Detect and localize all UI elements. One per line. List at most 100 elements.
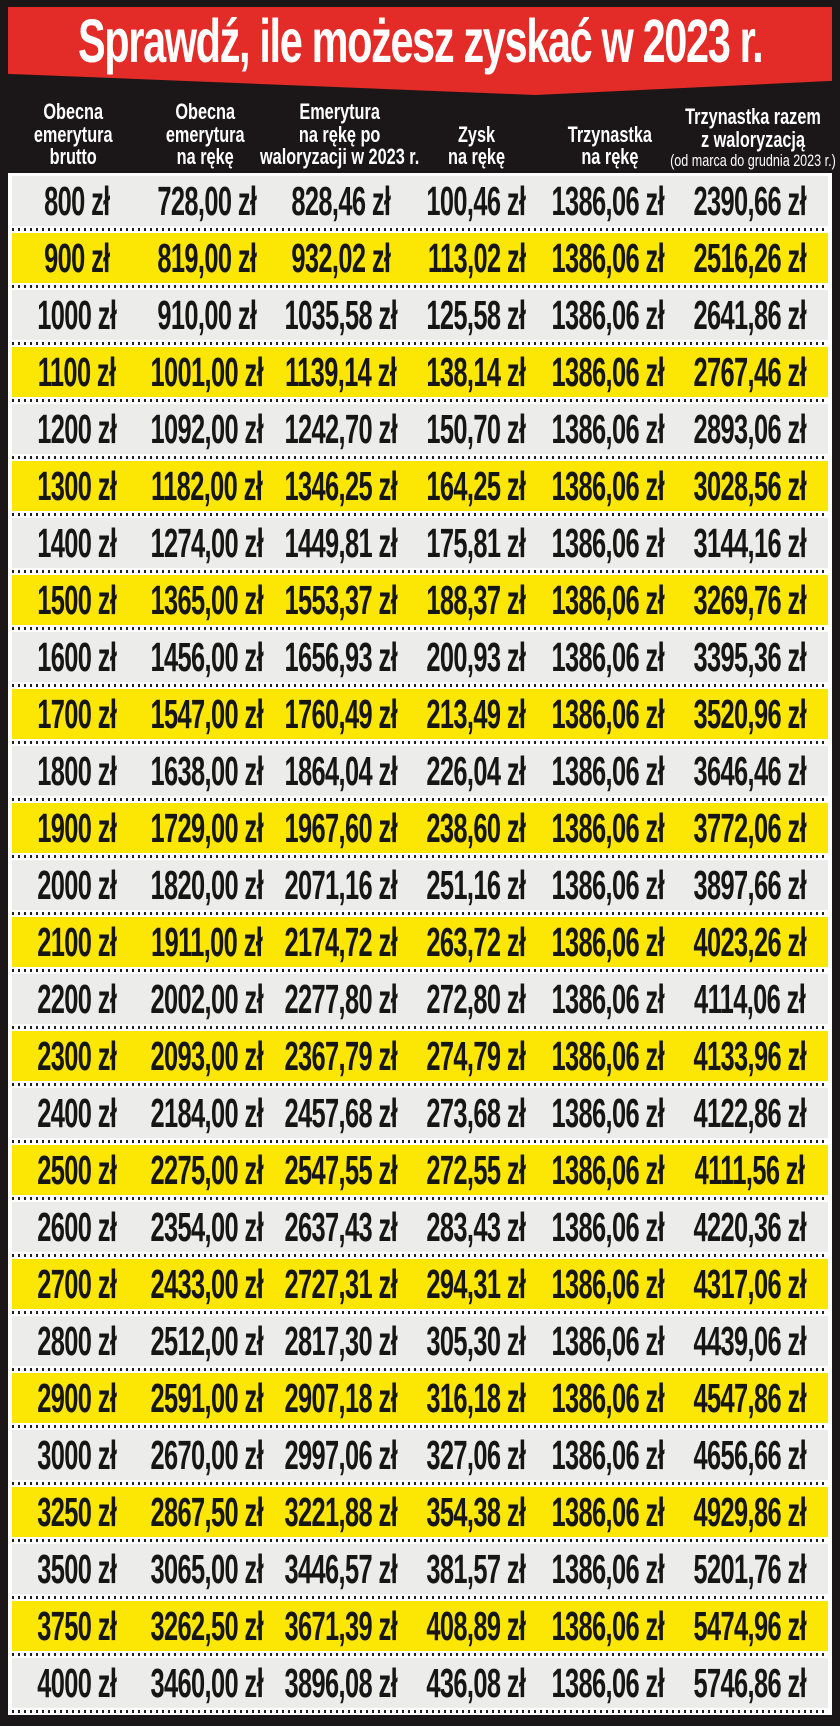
table-cell: 1100 zł xyxy=(37,348,116,395)
table-row: 2900 zł 2591,00 zł 2907,18 zł 316,18 zł 1386… xyxy=(12,1373,828,1423)
table-cell: 2277,80 zł xyxy=(284,975,398,1022)
table-cell: 5201,76 zł xyxy=(693,1545,806,1592)
header-line: waloryzacji w 2023 r. xyxy=(260,144,420,170)
table-cell: 1386,06 zł xyxy=(551,405,664,452)
table-cell: 1386,06 zł xyxy=(551,1431,664,1478)
table-cell: 3028,56 zł xyxy=(693,462,806,509)
table-cell: 2002,00 zł xyxy=(150,975,264,1022)
table-cell: 1386,06 zł xyxy=(551,861,664,908)
table-cell: 4547,86 zł xyxy=(693,1374,806,1421)
row-separator xyxy=(12,454,828,461)
header-line: na rękę po xyxy=(299,121,381,147)
table-cell: 3897,66 zł xyxy=(693,861,806,908)
col-header-trzynastka: Trzynastka na rękę xyxy=(545,92,674,172)
table-cell: 1900 zł xyxy=(36,804,117,851)
table-cell: 1500 zł xyxy=(36,576,117,623)
table-cell: 1386,06 zł xyxy=(551,804,664,851)
table-cell: 316,18 zł xyxy=(426,1374,527,1421)
table-cell: 2700 zł xyxy=(36,1260,117,1307)
table-cell: 1274,00 zł xyxy=(150,519,264,566)
row-separator xyxy=(12,397,828,404)
table-row: 1300 zł 1182,00 zł 1346,25 zł 164,25 zł 1386… xyxy=(12,461,828,511)
table-cell: 3221,88 zł xyxy=(284,1488,398,1535)
table-row: 3250 zł 2867,50 zł 3221,88 zł 354,38 zł 1386… xyxy=(12,1487,828,1537)
table-row: 2700 zł 2433,00 zł 2727,31 zł 294,31 zł 1386… xyxy=(12,1259,828,1309)
header-line: Zysk xyxy=(458,121,496,147)
table-cell: 3446,57 zł xyxy=(284,1545,398,1592)
table-cell: 1000 zł xyxy=(36,291,117,338)
table-cell: 3500 zł xyxy=(36,1545,117,1592)
table-cell: 2093,00 zł xyxy=(150,1032,264,1079)
table-cell: 2900 zł xyxy=(36,1374,117,1421)
row-separator xyxy=(12,739,828,746)
row-separator xyxy=(12,1480,828,1487)
table-cell: 150,70 zł xyxy=(426,405,527,452)
table-cell: 1386,06 zł xyxy=(551,1602,664,1649)
table-cell: 436,08 zł xyxy=(426,1659,527,1706)
table-cell: 1386,06 zł xyxy=(551,1032,664,1079)
table-cell: 3395,36 zł xyxy=(693,633,806,680)
table-cell: 3000 zł xyxy=(36,1431,117,1478)
table-cell: 2907,18 zł xyxy=(284,1374,398,1421)
table-cell: 2200 zł xyxy=(36,975,117,1022)
table-cell: 3671,39 zł xyxy=(284,1602,398,1649)
table-cell: 2591,00 zł xyxy=(150,1374,264,1421)
table-cell: 4122,86 zł xyxy=(693,1089,806,1136)
table-cell: 164,25 zł xyxy=(426,462,527,509)
table-cell: 272,55 zł xyxy=(426,1146,527,1193)
table-cell: 1700 zł xyxy=(36,690,117,737)
table-cell: 100,46 zł xyxy=(426,177,527,224)
page-title: Sprawdź, ile możesz zyskać w 2023 r. xyxy=(77,7,764,75)
col-header-obecna-brutto: Obecna emerytura brutto xyxy=(8,92,138,172)
header-line: Trzynastka xyxy=(567,121,652,147)
table-cell: 2367,79 zł xyxy=(284,1032,398,1079)
table-cell: 3144,16 zł xyxy=(693,519,806,566)
table-cell: 1760,49 zł xyxy=(284,690,398,737)
table-cell: 2390,66 zł xyxy=(693,177,806,224)
table-cell: 1386,06 zł xyxy=(551,348,664,395)
table-cell: 1638,00 zł xyxy=(150,747,264,794)
col-header-zysk: Zysk na rękę xyxy=(408,92,545,172)
row-separator xyxy=(12,1309,828,1316)
table-cell: 2767,46 zł xyxy=(693,348,806,395)
table-cell: 1001,00 zł xyxy=(150,348,264,395)
row-separator xyxy=(12,1252,828,1259)
table-row: 2500 zł 2275,00 zł 2547,55 zł 272,55 zł 1386… xyxy=(12,1145,828,1195)
table-cell: 125,58 zł xyxy=(426,291,527,338)
table-cell: 2512,00 zł xyxy=(150,1317,264,1364)
header-line: Obecna xyxy=(175,99,235,125)
table-cell: 1035,58 zł xyxy=(284,291,398,338)
table-cell: 1449,81 zł xyxy=(284,519,398,566)
table-cell: 2300 zł xyxy=(36,1032,117,1079)
header-line: z waloryzacją xyxy=(700,126,805,152)
row-separator xyxy=(12,967,828,974)
table-cell: 273,68 zł xyxy=(426,1089,527,1136)
table-cell: 251,16 zł xyxy=(426,861,527,908)
table-cell: 1386,06 zł xyxy=(551,1488,664,1535)
table-row: 3750 zł 3262,50 zł 3671,39 zł 408,89 zł 1386… xyxy=(12,1601,828,1651)
table-row: 1600 zł 1456,00 zł 1656,93 zł 200,93 zł 1386… xyxy=(12,632,828,682)
col-header-po-waloryzacji: Emerytura na rękę po waloryzacji w 2023 … xyxy=(260,92,419,172)
table-cell: 381,57 zł xyxy=(426,1545,527,1592)
table-cell: 1656,93 zł xyxy=(284,633,398,680)
table-cell: 1386,06 zł xyxy=(551,1089,664,1136)
table-cell: 305,30 zł xyxy=(426,1317,527,1364)
table-cell: 4929,86 zł xyxy=(693,1488,806,1535)
row-separator xyxy=(12,1651,828,1658)
header-note: (od marca do grudnia 2023 r.) xyxy=(670,150,836,170)
table-cell: 2433,00 zł xyxy=(150,1260,264,1307)
table-cell: 3750 zł xyxy=(36,1602,117,1649)
table-cell: 3269,76 zł xyxy=(693,576,806,623)
table-cell: 1386,06 zł xyxy=(551,690,664,737)
table-cell: 2500 zł xyxy=(36,1146,117,1193)
table-cell: 2997,06 zł xyxy=(284,1431,398,1478)
table-row: 800 zł 728,00 zł 828,46 zł 100,46 zł 1386,06… xyxy=(12,176,828,226)
table-cell: 2727,31 zł xyxy=(284,1260,398,1307)
table-cell: 1967,60 zł xyxy=(284,804,398,851)
table-row: 3000 zł 2670,00 zł 2997,06 zł 327,06 zł 1386… xyxy=(12,1430,828,1480)
header-line: brutto xyxy=(49,144,97,170)
table-cell: 175,81 zł xyxy=(426,519,527,566)
table-cell: 354,38 zł xyxy=(426,1488,527,1535)
table-row: 1500 zł 1365,00 zł 1553,37 zł 188,37 zł 1386… xyxy=(12,575,828,625)
